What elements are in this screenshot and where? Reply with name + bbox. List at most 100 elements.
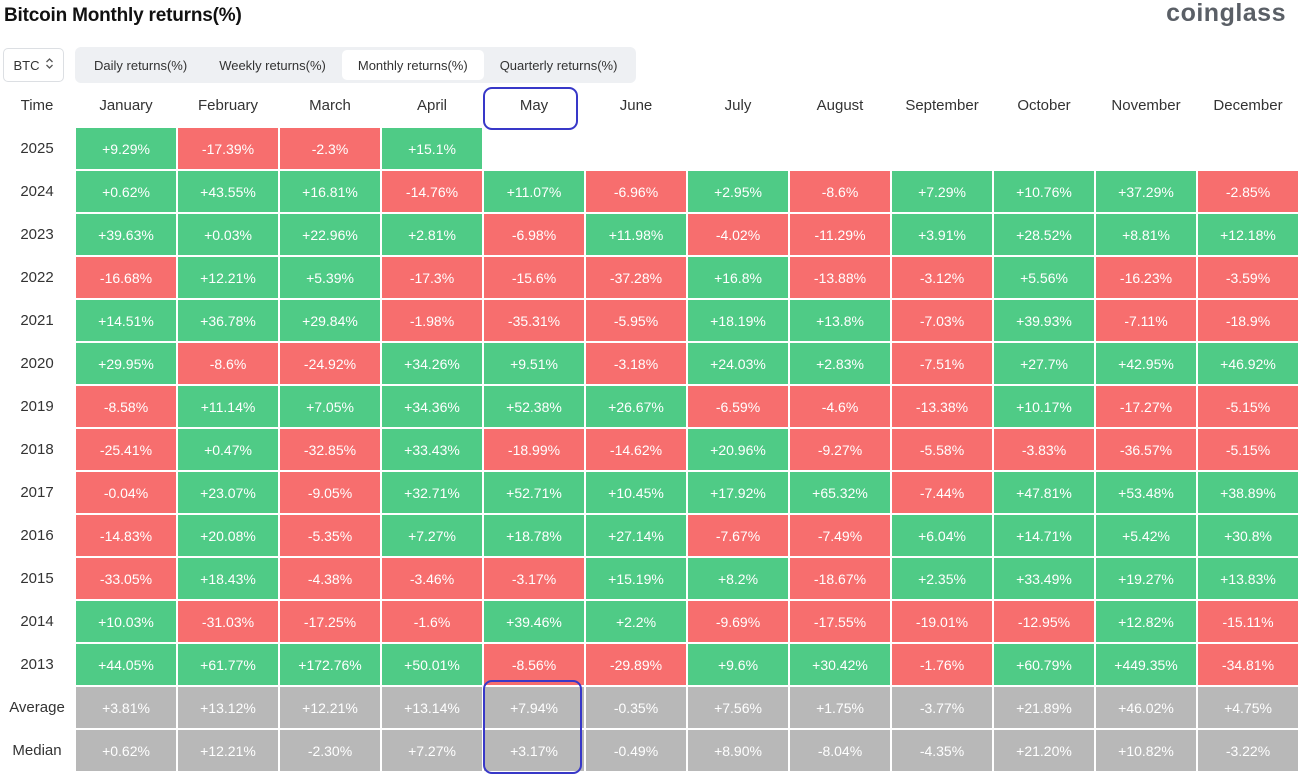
return-cell: +30.42% [790, 644, 890, 685]
return-cell: -24.92% [280, 343, 380, 384]
year-label: 2018 [20, 441, 54, 458]
return-cell: +11.98% [586, 214, 686, 255]
return-cell: -29.89% [586, 644, 686, 685]
summary-label: Median [12, 742, 62, 759]
return-cell: +23.07% [178, 472, 278, 513]
return-cell: +36.78% [178, 300, 278, 341]
return-cell: +7.56% [688, 687, 788, 728]
year-row-2020: 2020 +29.95% -8.6% -24.92% +34.26% +9.51% -3.1… [0, 342, 1304, 385]
return-cell: -14.76% [382, 171, 482, 212]
return-cell: -4.38% [280, 558, 380, 599]
return-cell: +0.03% [178, 214, 278, 255]
return-cell: -17.25% [280, 601, 380, 642]
return-cell: -8.56% [484, 644, 584, 685]
return-cell: -5.95% [586, 300, 686, 341]
return-cell: -3.12% [892, 257, 992, 298]
return-cell: -17.27% [1096, 386, 1196, 427]
brand-logo: coinglass [1166, 0, 1286, 27]
return-cell: +52.38% [484, 386, 584, 427]
return-cell: -7.49% [790, 515, 890, 556]
return-cell: +12.18% [1198, 214, 1298, 255]
return-cell: +29.95% [76, 343, 176, 384]
year-label: 2024 [20, 183, 54, 200]
year-label: 2015 [20, 570, 54, 587]
year-label: 2016 [20, 527, 54, 544]
return-cell: -7.03% [892, 300, 992, 341]
return-cell: -8.58% [76, 386, 176, 427]
summary-row-average: Average +3.81% +13.12% +12.21% +13.14% +7.94%… [0, 686, 1304, 729]
year-row-2019: 2019 -8.58% +11.14% +7.05% +34.36% +52.38% +26… [0, 385, 1304, 428]
return-cell: +9.51% [484, 343, 584, 384]
return-cell: +18.19% [688, 300, 788, 341]
return-cell: +2.2% [586, 601, 686, 642]
return-cell: -5.35% [280, 515, 380, 556]
return-cell: -0.49% [586, 730, 686, 771]
header-row: Time January February March April May June July… [0, 84, 1304, 127]
return-cell: +5.42% [1096, 515, 1196, 556]
tab-daily-returns[interactable]: Daily returns(%) [94, 57, 188, 73]
return-cell: +61.77% [178, 644, 278, 685]
return-cell: +2.81% [382, 214, 482, 255]
return-cell: +21.89% [994, 687, 1094, 728]
return-cell: +65.32% [790, 472, 890, 513]
return-cell: -14.62% [586, 429, 686, 470]
return-cell: -5.15% [1198, 386, 1298, 427]
return-cell: -14.83% [76, 515, 176, 556]
return-cell: -6.96% [586, 171, 686, 212]
return-cell: -33.05% [76, 558, 176, 599]
asset-select-value: BTC [13, 57, 40, 73]
return-cell: +8.81% [1096, 214, 1196, 255]
year-row-2018: 2018 -25.41% +0.47% -32.85% +33.43% -18.99% -1… [0, 428, 1304, 471]
tab-quarterly-returns[interactable]: Quarterly returns(%) [499, 57, 618, 73]
return-cell: +15.1% [382, 128, 482, 169]
time-column-header: Time [20, 97, 54, 114]
return-cell: +2.35% [892, 558, 992, 599]
return-cell: +52.71% [484, 472, 584, 513]
return-cell: +39.93% [994, 300, 1094, 341]
return-cell: +15.19% [586, 558, 686, 599]
asset-select[interactable]: BTC [3, 48, 64, 82]
tab-weekly-returns[interactable]: Weekly returns(%) [219, 57, 326, 73]
return-cell: -3.59% [1198, 257, 1298, 298]
return-cell: +20.08% [178, 515, 278, 556]
year-label: 2023 [20, 226, 54, 243]
month-header-january: January [99, 97, 153, 114]
return-cell: +8.2% [688, 558, 788, 599]
return-cell: +3.81% [76, 687, 176, 728]
return-cell: +8.90% [688, 730, 788, 771]
month-header-august: August [816, 97, 864, 114]
return-cell: +17.92% [688, 472, 788, 513]
return-cell: -17.55% [790, 601, 890, 642]
return-cell: +14.51% [76, 300, 176, 341]
year-row-2024: 2024 +0.62% +43.55% +16.81% -14.76% +11.07% -6… [0, 170, 1304, 213]
return-cell: +21.20% [994, 730, 1094, 771]
return-cell: -16.68% [76, 257, 176, 298]
return-cell: +20.96% [688, 429, 788, 470]
return-cell: +11.14% [178, 386, 278, 427]
return-cell: -8.04% [790, 730, 890, 771]
return-cell: +18.78% [484, 515, 584, 556]
return-cell: -8.6% [178, 343, 278, 384]
month-header-september: September [905, 97, 979, 114]
return-cell: -7.11% [1096, 300, 1196, 341]
return-cell: +19.27% [1096, 558, 1196, 599]
return-cell: +53.48% [1096, 472, 1196, 513]
return-cell: -36.57% [1096, 429, 1196, 470]
return-cell: -9.27% [790, 429, 890, 470]
return-cell: +60.79% [994, 644, 1094, 685]
year-row-2014: 2014 +10.03% -31.03% -17.25% -1.6% +39.46% +2.… [0, 600, 1304, 643]
return-cell: +4.75% [1198, 687, 1298, 728]
return-cell: +50.01% [382, 644, 482, 685]
return-cell: -17.3% [382, 257, 482, 298]
return-cell: +9.29% [76, 128, 176, 169]
return-cell: -3.77% [892, 687, 992, 728]
return-cell: +10.45% [586, 472, 686, 513]
return-cell: +44.05% [76, 644, 176, 685]
tab-monthly-returns[interactable]: Monthly returns(%) [341, 50, 484, 80]
return-cell: -18.67% [790, 558, 890, 599]
return-cell: +47.81% [994, 472, 1094, 513]
return-cell: -16.23% [1096, 257, 1196, 298]
return-cell: +29.84% [280, 300, 380, 341]
year-label: 2022 [20, 269, 54, 286]
return-cell: -31.03% [178, 601, 278, 642]
